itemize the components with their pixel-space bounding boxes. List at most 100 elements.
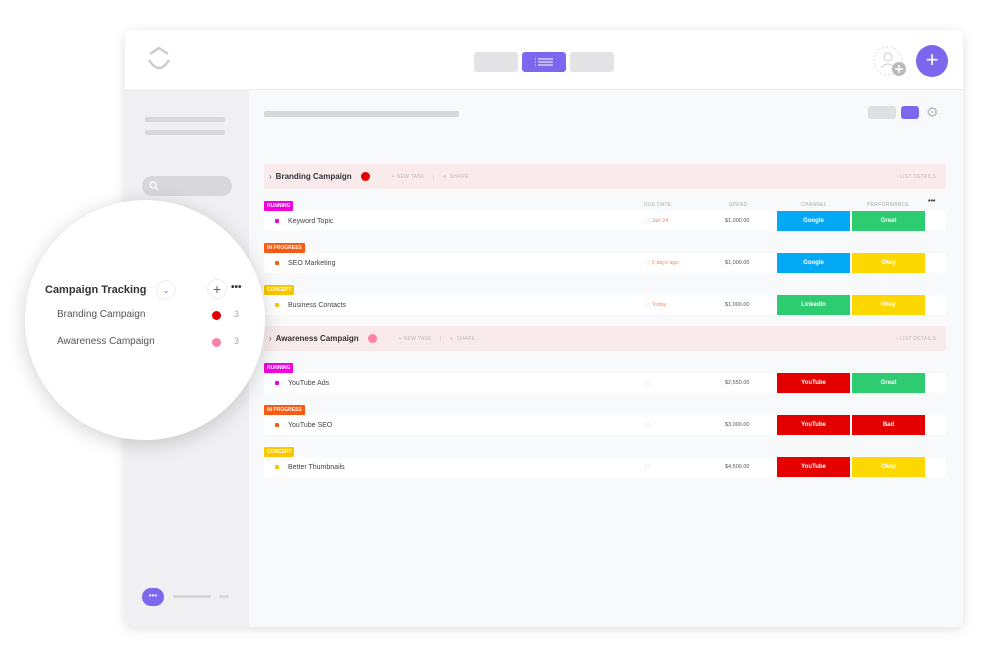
toolbar-button[interactable] xyxy=(868,106,896,119)
performance-cell[interactable]: Okay xyxy=(852,295,925,315)
column-header-spend[interactable]: SPEND xyxy=(729,202,748,208)
task-name[interactable]: Keyword Topic xyxy=(288,217,334,225)
performance-cell[interactable]: Great xyxy=(852,211,925,231)
task-name[interactable]: Business Contacts xyxy=(288,301,346,309)
due-date-text: 5 days ago xyxy=(651,260,679,266)
view-toggle-box[interactable] xyxy=(570,52,614,72)
due-date-text: Jan 24 xyxy=(651,218,669,224)
new-task-button[interactable]: + NEW TASK xyxy=(398,335,432,342)
due-date[interactable]: ▢ Jan 24 xyxy=(645,218,668,224)
channel-cell[interactable]: YouTube xyxy=(777,415,850,435)
due-date[interactable]: ▢ xyxy=(645,422,650,428)
more-icon[interactable]: ••• xyxy=(231,282,242,293)
spend-value[interactable]: $1,000.00 xyxy=(725,302,750,308)
list-details-button[interactable]: › LIST DETAILS xyxy=(896,335,936,342)
list-name: Awareness Campaign xyxy=(57,336,155,347)
task-name[interactable]: YouTube SEO xyxy=(288,421,333,429)
sidebar-search[interactable] xyxy=(142,176,232,196)
status-square[interactable] xyxy=(275,423,279,427)
view-toggle-list[interactable] xyxy=(522,52,566,72)
share-icon[interactable]: ⋖ xyxy=(442,173,447,180)
group-color-dot xyxy=(367,334,377,343)
channel-cell[interactable]: Google xyxy=(777,211,850,231)
task-row[interactable]: Keyword Topic ▢ Jan 24 $1,000.00 Google … xyxy=(264,211,946,231)
sidebar-list-item[interactable]: Awareness Campaign 3 xyxy=(57,336,242,350)
calendar-icon: ▢ xyxy=(645,380,651,386)
task-row[interactable]: YouTube SEO ▢ $3,000.00 YouTube Bad xyxy=(264,415,946,435)
task-row[interactable]: SEO Marketing ▢ 5 days ago $1,000.00 Goo… xyxy=(264,253,946,273)
performance-cell[interactable]: Great xyxy=(852,373,925,393)
top-header: + xyxy=(125,30,963,90)
group-title[interactable]: Branding Campaign xyxy=(275,172,352,181)
toolbar-button-active[interactable] xyxy=(901,106,919,119)
list-details-label: LIST DETAILS xyxy=(900,335,936,342)
spend-value[interactable]: $3,000.00 xyxy=(725,422,750,428)
status-tag[interactable]: CONCEPT xyxy=(264,447,295,457)
add-button[interactable]: + xyxy=(916,45,948,77)
task-name[interactable]: SEO Marketing xyxy=(288,259,336,267)
spend-value[interactable]: $4,500.00 xyxy=(725,464,750,470)
task-name[interactable]: YouTube Ads xyxy=(288,379,330,387)
channel-cell[interactable]: YouTube xyxy=(777,457,850,477)
status-tag[interactable]: RUNNING xyxy=(264,201,294,211)
more-columns-icon[interactable]: ••• xyxy=(928,198,936,205)
due-date[interactable]: ▢ xyxy=(645,380,650,386)
status-square[interactable] xyxy=(275,381,279,385)
status-tag[interactable]: IN PROGRESS xyxy=(264,243,305,253)
gear-icon[interactable]: ⚙ xyxy=(926,104,939,120)
list-color-dot xyxy=(212,311,221,320)
list-name: Branding Campaign xyxy=(57,309,146,320)
status-square[interactable] xyxy=(275,465,279,469)
view-toggle-board[interactable] xyxy=(474,52,518,72)
spend-value[interactable]: $1,000.00 xyxy=(725,218,750,224)
performance-cell[interactable]: Bad xyxy=(852,415,925,435)
due-date[interactable]: ▢ 5 days ago xyxy=(645,260,679,266)
calendar-icon: ▢ xyxy=(645,464,651,470)
column-header-performance[interactable]: PERFORMANCE xyxy=(867,202,910,208)
list-icon xyxy=(535,58,553,66)
group-title[interactable]: Awareness Campaign xyxy=(275,334,359,343)
new-task-button[interactable]: + NEW TASK xyxy=(391,173,425,180)
share-button[interactable]: SHARE xyxy=(449,173,469,180)
spend-value[interactable]: $2,550.00 xyxy=(725,380,750,386)
chevron-right-icon[interactable]: › xyxy=(269,334,272,343)
status-tag[interactable]: CONCEPT xyxy=(264,285,295,295)
spend-value[interactable]: $1,000.00 xyxy=(725,260,750,266)
chat-icon[interactable]: ••• xyxy=(142,588,164,606)
channel-cell[interactable]: YouTube xyxy=(777,373,850,393)
status-square[interactable] xyxy=(275,261,279,265)
chevron-right-icon[interactable]: › xyxy=(269,172,272,181)
channel-cell[interactable]: LinkedIn xyxy=(777,295,850,315)
task-name[interactable]: Better Thumbnails xyxy=(288,463,345,471)
divider: | xyxy=(439,335,442,342)
space-title[interactable]: Campaign Tracking xyxy=(45,284,147,296)
list-count: 3 xyxy=(234,309,240,319)
due-date[interactable]: ▢ xyxy=(645,464,650,470)
task-row[interactable]: YouTube Ads ▢ $2,550.00 YouTube Great xyxy=(264,373,946,393)
list-details-button[interactable]: › LIST DETAILS xyxy=(896,173,936,180)
due-date[interactable]: ▢ Today xyxy=(645,302,666,308)
task-row[interactable]: Better Thumbnails ▢ $4,500.00 YouTube Ok… xyxy=(264,457,946,477)
status-square[interactable] xyxy=(275,219,279,223)
column-header-due[interactable]: DUE DATE xyxy=(644,202,672,208)
group-header[interactable]: › Branding Campaign + NEW TASK | ⋖ SHARE… xyxy=(264,164,946,189)
share-button[interactable]: SHARE xyxy=(456,335,476,342)
status-square[interactable] xyxy=(275,303,279,307)
share-icon[interactable]: ⋖ xyxy=(449,335,454,342)
sidebar-list-item[interactable]: Branding Campaign 3 xyxy=(57,309,242,323)
status-tag[interactable]: RUNNING xyxy=(264,363,294,373)
sidebar-placeholder xyxy=(219,595,229,598)
performance-cell[interactable]: Okay xyxy=(852,253,925,273)
column-header-channel[interactable]: CHANNEL xyxy=(801,202,827,208)
due-date-text: Today xyxy=(651,302,667,308)
group-header[interactable]: › Awareness Campaign + NEW TASK | ⋖ SHAR… xyxy=(264,326,946,351)
chevron-down-icon[interactable]: ⌄ xyxy=(156,280,176,300)
plus-icon[interactable]: + xyxy=(207,279,227,299)
performance-cell[interactable]: Okay xyxy=(852,457,925,477)
task-row[interactable]: Business Contacts ▢ Today $1,000.00 Link… xyxy=(264,295,946,315)
status-tag[interactable]: IN PROGRESS xyxy=(264,405,305,415)
search-icon xyxy=(149,181,159,191)
add-user-icon[interactable] xyxy=(873,46,907,78)
channel-cell[interactable]: Google xyxy=(777,253,850,273)
calendar-icon: ▢ xyxy=(645,422,651,428)
